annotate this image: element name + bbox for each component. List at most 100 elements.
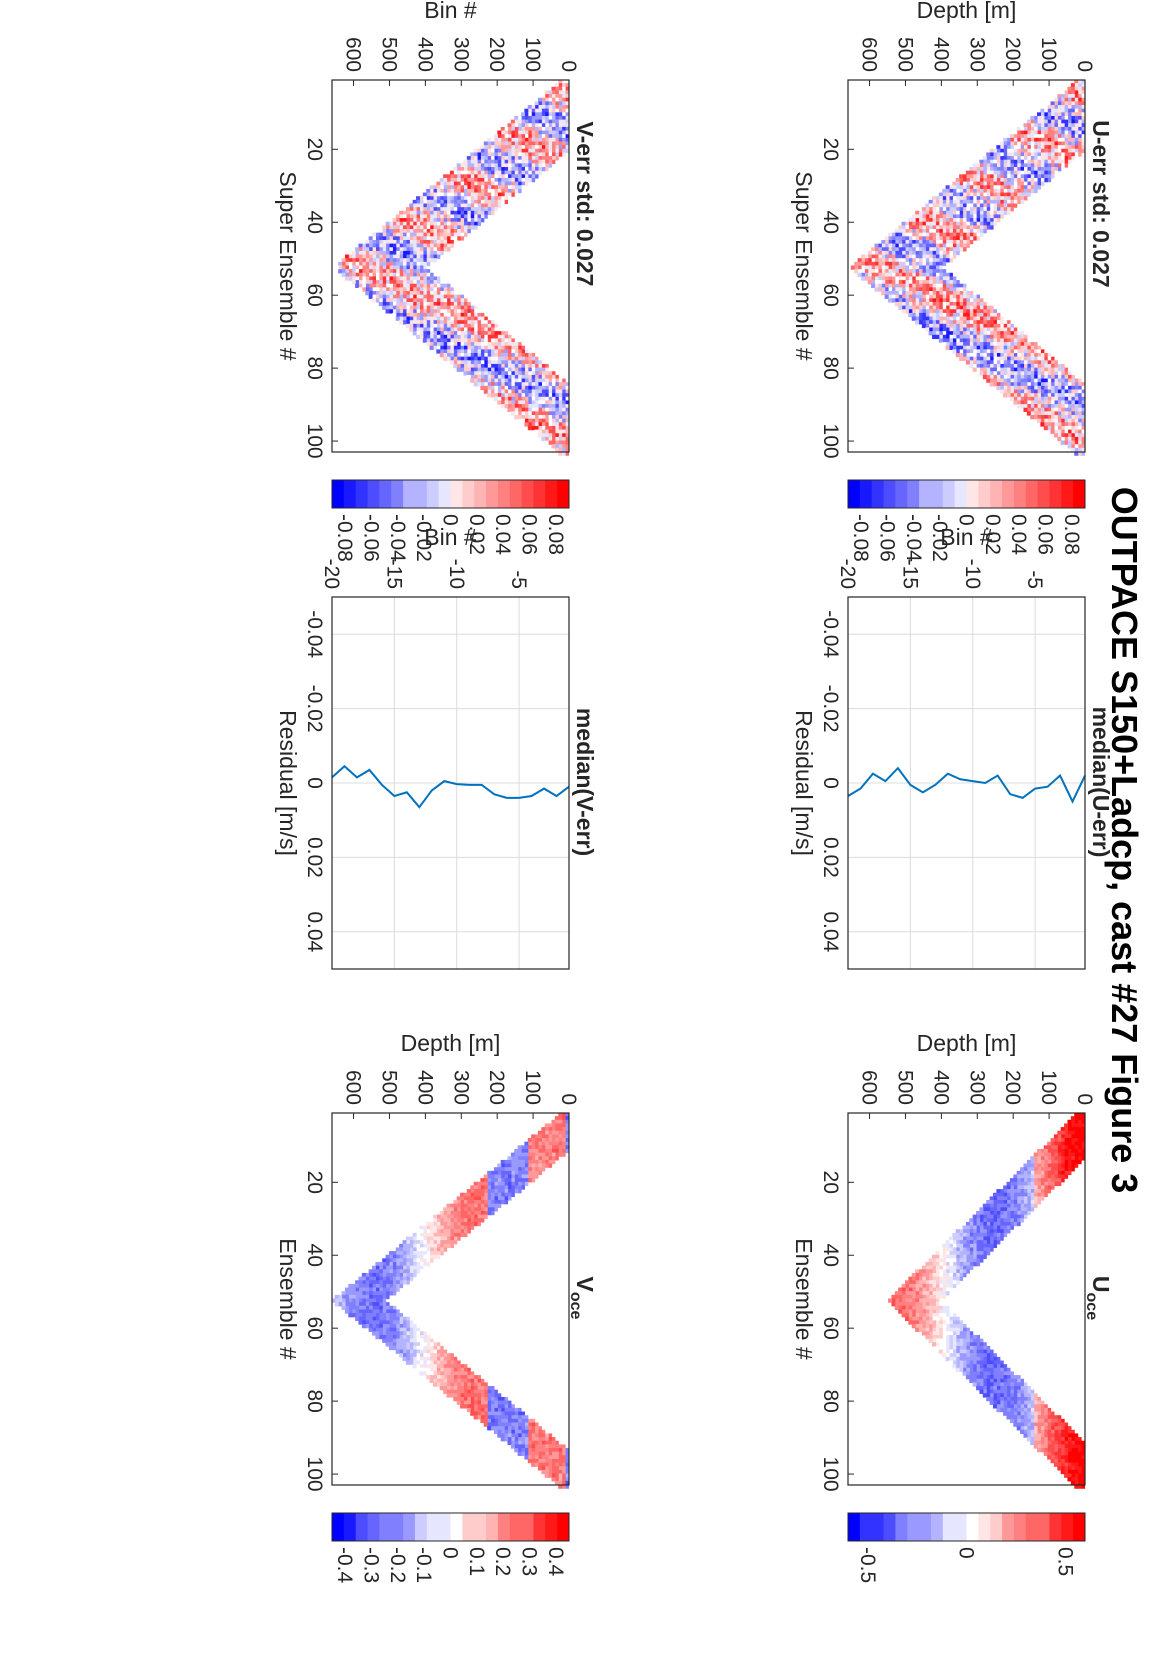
- heatmap-cell: [1057, 437, 1061, 441]
- y-tick-label: 0: [1073, 60, 1096, 72]
- heatmap-cell: [858, 273, 862, 277]
- colorbar-swatch: [1061, 480, 1073, 508]
- colorbar-swatch: [859, 480, 871, 508]
- heatmap-cell: [1003, 393, 1007, 397]
- x-axis-label: Super Ensemble #: [791, 171, 817, 360]
- heatmap-cell: [1020, 1167, 1024, 1171]
- heatmap-cell: [1067, 444, 1071, 448]
- heatmap-cell: [986, 152, 990, 156]
- heatmap-cell: [1037, 1149, 1041, 1153]
- colorbar-swatch: [1073, 480, 1085, 508]
- heatmap-cell: [925, 1335, 929, 1339]
- heatmap-cell: [453, 167, 457, 171]
- heatmap-cell: [905, 1317, 909, 1321]
- x-tick-label: 40: [819, 1244, 842, 1267]
- colorbar-swatch: [930, 1513, 942, 1541]
- colorbar-label: -0.08: [849, 514, 872, 562]
- panel-u_med: median(U-err)-0.04-0.0200.020.04-5-10-15…: [791, 524, 1114, 969]
- colorbar-swatch: [1002, 480, 1014, 508]
- heatmap-cell: [1064, 1474, 1068, 1478]
- heatmap-cell: [956, 1368, 960, 1372]
- heatmap-cell: [1067, 1477, 1071, 1481]
- heatmap-cell: [1061, 90, 1065, 94]
- heatmap-cell: [1017, 1426, 1021, 1430]
- heatmap-cell: [467, 156, 471, 160]
- heatmap-cell: [929, 1258, 933, 1262]
- heatmap-cell: [1044, 1452, 1048, 1456]
- heatmap-cell: [935, 1251, 939, 1255]
- heatmap-cell: [1007, 1182, 1011, 1186]
- panel-title: U-err std: 0.027: [1088, 120, 1114, 287]
- heatmap-cell: [450, 171, 454, 175]
- colorbar-swatch: [966, 480, 978, 508]
- heatmap-cell: [474, 149, 478, 153]
- heatmap-cell: [1057, 1466, 1061, 1470]
- heatmap-cell: [969, 1379, 973, 1383]
- heatmap-cell: [935, 1346, 939, 1350]
- y-tick-label: 400: [929, 1070, 952, 1105]
- heatmap-cell: [908, 1320, 912, 1324]
- heatmap-cell: [929, 331, 933, 335]
- colorbar-label: 0.06: [1034, 514, 1057, 555]
- colorbar-swatch: [871, 1513, 883, 1541]
- heatmap-cell: [1013, 400, 1017, 404]
- y-tick-label: -15: [898, 559, 921, 589]
- heatmap-cell: [966, 1375, 970, 1379]
- heatmap-cell: [379, 229, 383, 233]
- colorbar-swatch: [954, 1513, 966, 1541]
- heatmap-cell: [854, 269, 858, 273]
- heatmap-cell: [1013, 1175, 1017, 1179]
- colorbar-swatch: [990, 480, 1002, 508]
- heatmap-cell: [443, 174, 447, 178]
- panel-title: median(U-err): [1088, 707, 1114, 858]
- heatmap-cell: [423, 193, 427, 197]
- heatmap-cell: [1023, 1433, 1027, 1437]
- x-axis-label: Residual [m/s]: [791, 710, 817, 856]
- heatmap-cell: [939, 338, 943, 342]
- colorbar-label: 0.5: [1053, 1547, 1076, 1576]
- heatmap-cell: [925, 328, 929, 332]
- heatmap-cell: [871, 247, 875, 251]
- y-tick-label: 200: [1001, 37, 1024, 72]
- heatmap-cell: [1027, 411, 1031, 415]
- heatmap-cell: [1023, 123, 1027, 127]
- heatmap-cell: [1003, 1185, 1007, 1189]
- heatmap-cell: [996, 145, 1000, 149]
- heatmap-cell: [895, 229, 899, 233]
- colorbar-swatch: [895, 480, 907, 508]
- heatmap-cell: [969, 167, 973, 171]
- heatmap-cell: [973, 163, 977, 167]
- heatmap-cell: [898, 306, 902, 310]
- heatmap-cell: [399, 211, 403, 215]
- heatmap-cell: [986, 379, 990, 383]
- heatmap-cell: [528, 105, 532, 109]
- heatmap-cell: [915, 1328, 919, 1332]
- heatmap-cell: [898, 1288, 902, 1292]
- heatmap-cell: [993, 1404, 997, 1408]
- heatmap-cell: [963, 1226, 967, 1230]
- heatmap-cell: [372, 233, 376, 237]
- heatmap-cell: [1023, 1164, 1027, 1168]
- heatmap-cell: [1030, 116, 1034, 120]
- heatmap-cell: [983, 375, 987, 379]
- heatmap-cell: [861, 276, 865, 280]
- y-tick-label: 500: [893, 1070, 916, 1105]
- heatmap-cell: [868, 280, 872, 284]
- colorbar-swatch: [883, 480, 895, 508]
- heatmap-cell: [990, 382, 994, 386]
- heatmap-cell: [983, 1393, 987, 1397]
- heatmap-cell: [1061, 441, 1065, 445]
- heatmap-cell: [409, 204, 413, 208]
- heatmap-cell: [1054, 433, 1058, 437]
- heatmap-cell: [902, 1313, 906, 1317]
- heatmap-cell: [966, 171, 970, 175]
- x-tick-label: 20: [819, 1171, 842, 1194]
- heatmap-cell: [922, 324, 926, 328]
- colorbar-swatch: [1049, 480, 1061, 508]
- colorbar-swatch: [848, 480, 860, 508]
- heatmap-cell: [1071, 83, 1075, 87]
- colorbar-swatch: [907, 480, 919, 508]
- heatmap-cell: [979, 1207, 983, 1211]
- heatmap-cell: [874, 244, 878, 248]
